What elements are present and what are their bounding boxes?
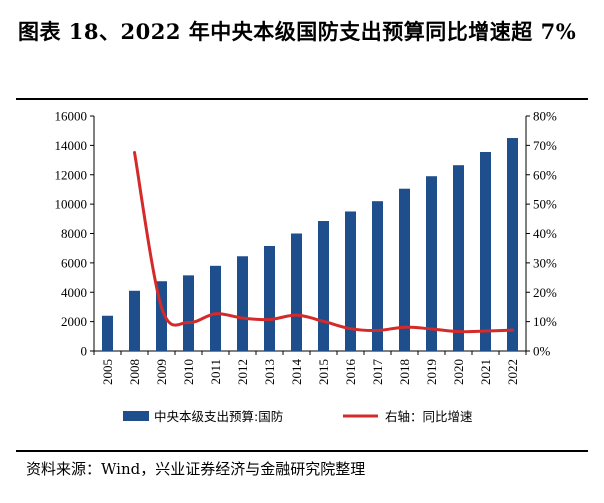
left-tick-label: 8000 bbox=[61, 226, 87, 241]
x-tick-label: 2014 bbox=[289, 359, 304, 386]
bottom-rule bbox=[16, 450, 588, 452]
x-tick-label: 2016 bbox=[343, 359, 358, 386]
left-tick-label: 12000 bbox=[55, 167, 88, 182]
x-tick-label: 2009 bbox=[154, 359, 169, 385]
legend-swatch-bar bbox=[123, 411, 149, 421]
bar bbox=[507, 138, 518, 351]
x-tick-label: 2022 bbox=[505, 359, 520, 385]
right-tick-label: 40% bbox=[533, 226, 557, 241]
x-tick-label: 2021 bbox=[478, 359, 493, 385]
right-tick-label: 0% bbox=[533, 344, 551, 359]
x-tick-label: 2005 bbox=[100, 359, 115, 385]
bar bbox=[480, 151, 491, 351]
x-tick-label: 2012 bbox=[235, 359, 250, 385]
right-tick-label: 60% bbox=[533, 167, 557, 182]
chart: 0 2000 4000 6000 8000 10000 12000 14000 16000 0% 1… bbox=[55, 109, 558, 425]
x-tick-label: 2018 bbox=[397, 359, 412, 385]
right-tick-label: 10% bbox=[533, 314, 557, 329]
bar bbox=[426, 176, 437, 351]
left-tick-label: 10000 bbox=[55, 197, 88, 212]
bar bbox=[372, 201, 383, 351]
right-tick-label: 70% bbox=[533, 138, 557, 153]
legend-label-bar: 中央本级支出预算:国防 bbox=[154, 409, 283, 424]
legend-label-line: 右轴：同比增速 bbox=[385, 409, 473, 424]
left-tick-label: 14000 bbox=[55, 138, 88, 153]
bar bbox=[129, 290, 140, 351]
bar bbox=[156, 281, 167, 351]
bar bbox=[318, 221, 329, 351]
x-tick-label: 2008 bbox=[127, 359, 142, 385]
right-tick-label: 30% bbox=[533, 255, 557, 270]
left-tick-label: 2000 bbox=[61, 314, 87, 329]
right-tick-label: 50% bbox=[533, 197, 557, 212]
bar bbox=[291, 233, 302, 351]
left-tick-label: 6000 bbox=[61, 255, 87, 270]
x-tick-label: 2017 bbox=[370, 359, 385, 386]
source-note: 资料来源：Wind，兴业证券经济与金融研究院整理 bbox=[26, 460, 366, 478]
bar bbox=[345, 211, 356, 351]
right-tick-label: 20% bbox=[533, 285, 557, 300]
bar bbox=[453, 165, 464, 351]
right-tick-label: 80% bbox=[533, 109, 557, 124]
left-tick-label: 4000 bbox=[61, 285, 87, 300]
bar bbox=[183, 275, 194, 351]
top-rule bbox=[16, 98, 588, 100]
bar bbox=[237, 256, 248, 351]
left-tick-label: 16000 bbox=[55, 109, 88, 124]
x-tick-label: 2010 bbox=[181, 359, 196, 385]
x-tick-label: 2020 bbox=[451, 359, 466, 385]
bar bbox=[210, 265, 221, 351]
bar bbox=[102, 315, 113, 351]
chart-title: 图表 18、2022 年中央本级国防支出预算同比增速超 7% bbox=[18, 19, 577, 44]
x-tick-label: 2013 bbox=[262, 359, 277, 385]
bar bbox=[264, 245, 275, 351]
bar bbox=[399, 188, 410, 351]
x-tick-label: 2019 bbox=[424, 359, 439, 385]
x-tick-label: 2015 bbox=[316, 359, 331, 385]
x-tick-label: 2011 bbox=[208, 359, 223, 385]
left-tick-label: 0 bbox=[81, 344, 88, 359]
